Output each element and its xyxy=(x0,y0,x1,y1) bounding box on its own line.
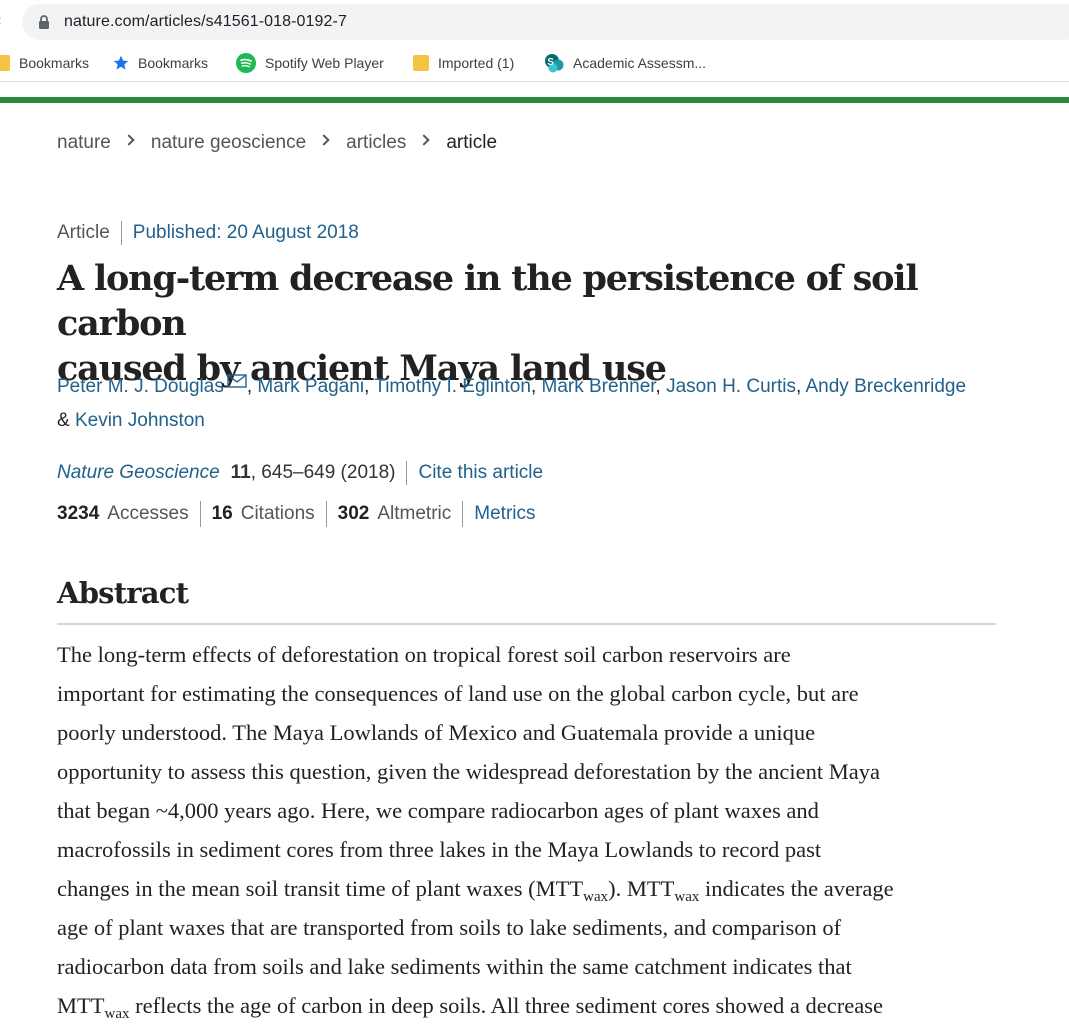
article-type: Article xyxy=(57,221,122,245)
address-bar[interactable]: nature.com/articles/s41561-018-0192-7 xyxy=(22,4,1069,40)
metrics-link[interactable]: Metrics xyxy=(474,503,536,524)
article-metrics: 3234 Accesses 16 Citations 302 Altmetric Me… xyxy=(57,501,536,527)
author-link[interactable]: Jason H. Curtis xyxy=(666,376,796,397)
author-link[interactable]: Mark Pagani xyxy=(257,376,365,397)
chevron-right-icon xyxy=(123,134,135,146)
abstract-text: The long-term effects of deforestation o… xyxy=(57,642,894,1022)
breadcrumb-nature[interactable]: nature xyxy=(57,132,111,153)
back-arrow-icon[interactable]: ‹ xyxy=(0,12,1,30)
bookmark-imported[interactable]: Imported (1) xyxy=(413,53,514,73)
altmetric-metric: 302 Altmetric xyxy=(338,501,464,527)
lock-icon[interactable] xyxy=(38,15,50,29)
bookmark-bookmarks-star[interactable]: Bookmarks xyxy=(113,53,208,73)
bookmark-label: Imported (1) xyxy=(438,55,515,71)
bookmark-bookmarks-folder[interactable]: Bookmarks xyxy=(0,53,89,73)
abstract-divider xyxy=(57,623,996,625)
folder-icon xyxy=(0,55,10,71)
author-list: Peter M. J. Douglas, Mark Pagani, Timoth… xyxy=(57,374,967,431)
breadcrumb-articles[interactable]: articles xyxy=(346,132,407,153)
journal-name[interactable]: Nature Geoscience xyxy=(57,462,220,483)
sharepoint-icon: S xyxy=(545,54,564,73)
author-link[interactable]: Andy Breckenridge xyxy=(805,376,967,397)
breadcrumb-nature-geoscience[interactable]: nature geoscience xyxy=(150,132,307,153)
bookmark-label: Bookmarks xyxy=(138,55,209,71)
author-link[interactable]: Timothy I. Eglinton xyxy=(374,376,531,397)
cite-this-article-link[interactable]: Cite this article xyxy=(406,461,543,485)
site-header-bar xyxy=(0,97,1069,103)
browser-toolbar: ‹ nature.com/articles/s41561-018-0192-7 xyxy=(0,0,1069,44)
title-line-1: A long-term decrease in the persistence … xyxy=(57,258,919,344)
folder-icon xyxy=(413,55,429,71)
breadcrumb: nature nature geoscience articles articl… xyxy=(57,131,497,155)
article-title: A long-term decrease in the persistence … xyxy=(57,256,1017,391)
published-date: Published: 20 August 2018 xyxy=(132,222,359,243)
volume-number: 11 xyxy=(230,462,251,483)
mail-icon[interactable] xyxy=(227,374,247,388)
accesses-metric: 3234 Accesses xyxy=(57,501,201,527)
svg-text:S: S xyxy=(547,57,554,68)
star-icon xyxy=(113,55,129,70)
bookmarks-bar: Bookmarks Bookmarks Spotify Web Player I… xyxy=(0,44,1069,82)
author-link[interactable]: Kevin Johnston xyxy=(74,410,205,431)
citations-metric: 16 Citations xyxy=(212,501,327,527)
author-link[interactable]: Mark Brenner xyxy=(541,376,656,397)
author-link[interactable]: Peter M. J. Douglas xyxy=(57,376,224,397)
chevron-right-icon xyxy=(418,134,431,146)
spotify-icon xyxy=(236,53,256,73)
url-text[interactable]: nature.com/articles/s41561-018-0192-7 xyxy=(64,13,347,30)
chevron-right-icon xyxy=(318,134,330,146)
bookmark-label: Spotify Web Player xyxy=(265,55,384,71)
pages-year: , 645–649 (2018) xyxy=(250,462,396,483)
abstract-heading: Abstract xyxy=(57,576,189,610)
bookmark-label: Bookmarks xyxy=(19,55,90,71)
citation-info: Nature Geoscience 11, 645–649 (2018) Cit… xyxy=(57,461,543,485)
bookmark-label: Academic Assessm... xyxy=(573,55,707,71)
bookmark-spotify[interactable]: Spotify Web Player xyxy=(236,53,384,73)
bookmark-academic-assessment[interactable]: S Academic Assessm... xyxy=(544,53,706,73)
title-line-2: caused by ancient Maya land use xyxy=(57,348,667,389)
article-meta: Article Published: 20 August 2018 xyxy=(57,221,359,245)
breadcrumb-article: article xyxy=(446,132,498,153)
